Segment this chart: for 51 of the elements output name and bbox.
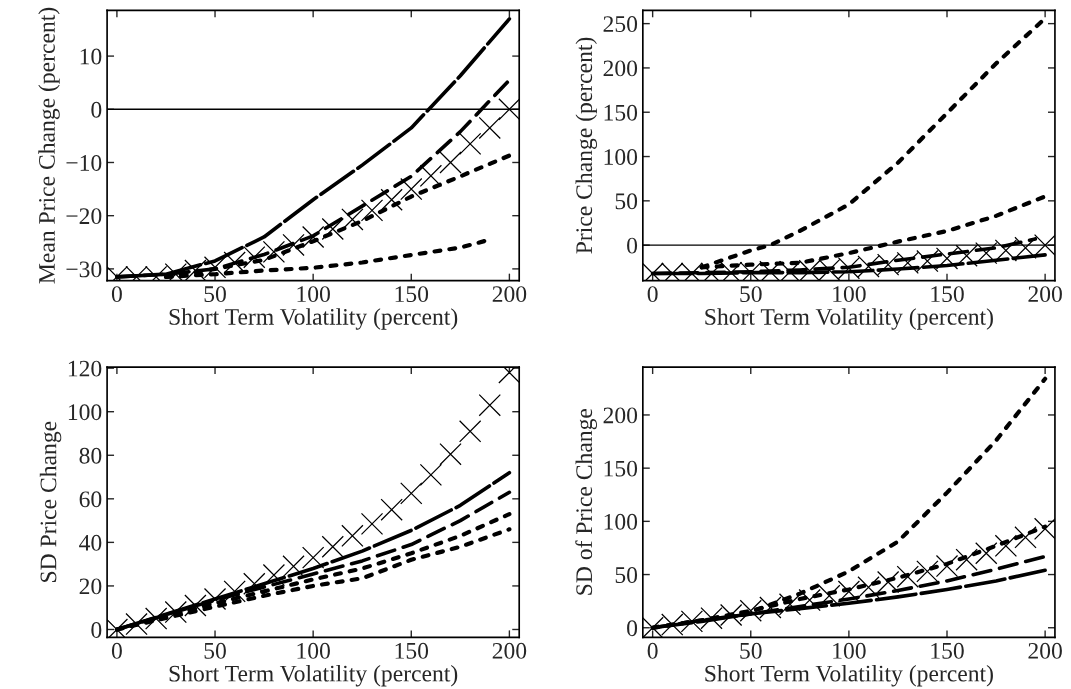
y-axis-title: SD Price Change [39, 421, 62, 582]
x-axis-title: Short Term Volatility (percent) [705, 308, 993, 330]
y-tick-label: 0 [91, 101, 102, 118]
y-tick-label: −30 [66, 261, 102, 278]
x-tick-label: 150 [931, 286, 964, 303]
y-axis-title: Price Change (percent) [575, 37, 597, 254]
y-tick-label: 150 [604, 460, 638, 477]
y-tick-label: 0 [627, 620, 638, 637]
y-tick-label: 200 [603, 60, 638, 77]
y-tick-label: 80 [79, 447, 102, 464]
x-tick-label: 100 [297, 642, 330, 659]
y-tick-label: 0 [91, 621, 102, 638]
x-tick-label: 0 [647, 286, 658, 303]
x-tick-label: 150 [395, 642, 429, 659]
x-tick-label: 200 [1028, 286, 1062, 303]
x-axis-title: Short Term Volatility (percent) [705, 664, 993, 687]
y-tick-label: 120 [68, 360, 102, 377]
x-tick-label: 50 [204, 286, 226, 303]
x-tick-label: 150 [395, 286, 429, 303]
y-tick-label: 100 [604, 149, 638, 165]
x-tick-label: 100 [833, 642, 866, 659]
y-tick-label: 40 [79, 534, 102, 551]
y-tick-label: 50 [615, 567, 638, 583]
x-axis-title: Short Term Volatility (percent) [169, 308, 458, 330]
y-axis-title: Mean Price Change (percent) [38, 7, 60, 284]
y-tick-label: 150 [604, 104, 638, 121]
x-tick-label: 0 [111, 286, 122, 303]
y-tick-label: 50 [615, 193, 638, 210]
x-tick-label: 0 [111, 642, 122, 659]
y-tick-label: 100 [604, 513, 638, 530]
x-axis-title: Short Term Volatility (percent) [169, 664, 458, 687]
x-tick-label: 200 [492, 286, 527, 303]
x-tick-label: 0 [647, 642, 658, 659]
y-tick-label: −10 [66, 154, 102, 171]
x-tick-label: 50 [740, 286, 762, 303]
x-tick-label: 50 [740, 642, 762, 659]
x-tick-label: 200 [1028, 642, 1062, 659]
y-tick-label: 100 [68, 404, 102, 421]
y-tick-label: 0 [627, 237, 638, 254]
y-tick-label: 60 [79, 491, 102, 508]
x-tick-label: 100 [833, 286, 866, 303]
x-tick-label: 100 [297, 286, 330, 303]
y-axis-title: SD of Price Change [575, 408, 597, 595]
x-tick-label: 200 [492, 642, 527, 659]
x-tick-label: 150 [931, 642, 964, 659]
y-tick-label: 10 [80, 48, 102, 65]
y-tick-label: 20 [79, 578, 102, 595]
x-tick-label: 50 [204, 642, 226, 659]
y-tick-label: −20 [66, 208, 102, 225]
y-tick-label: 250 [603, 16, 638, 33]
y-tick-label: 200 [603, 407, 638, 424]
